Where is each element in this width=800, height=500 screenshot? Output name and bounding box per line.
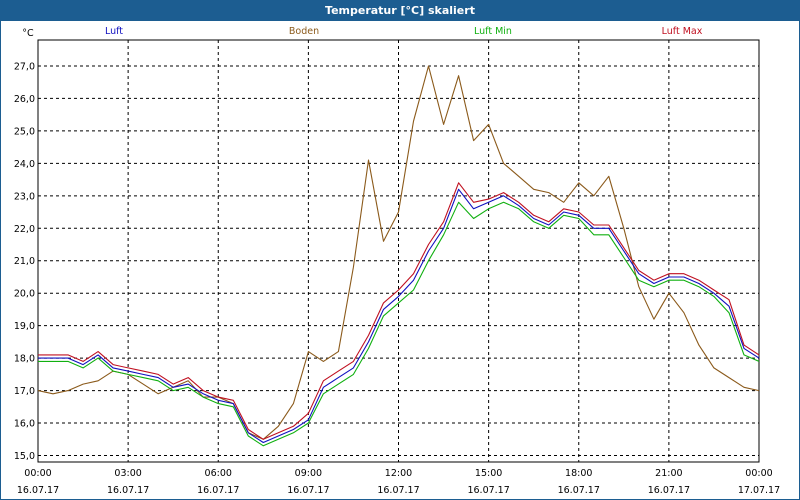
- x-tick-time-label: 21:00: [655, 468, 682, 479]
- x-tick-date-label: 16.07.17: [107, 485, 149, 496]
- y-tick-label: 16,0: [14, 419, 35, 430]
- x-tick-date-label: 16.07.17: [197, 485, 239, 496]
- x-tick-time-label: 18:00: [565, 468, 592, 479]
- x-tick-date-label: 16.07.17: [377, 485, 419, 496]
- series-line-luft-max: [38, 182, 760, 440]
- series-line-luft: [38, 188, 760, 444]
- x-tick-time-label: 00:00: [24, 468, 51, 479]
- y-tick-label: 18,0: [14, 354, 35, 365]
- x-tick-time-label: 03:00: [114, 468, 141, 479]
- y-axis-unit-label: °C: [22, 28, 34, 39]
- x-tick-date-label: 16.07.17: [648, 485, 690, 496]
- y-tick-label: 27,0: [14, 61, 35, 72]
- x-tick-date-label: 16.07.17: [287, 485, 329, 496]
- y-tick-label: 24,0: [14, 159, 35, 170]
- x-tick-time-label: 00:00: [745, 468, 772, 479]
- y-tick-label: 22,0: [14, 224, 35, 235]
- y-tick-label: 23,0: [14, 191, 35, 202]
- series-line-luft-min: [38, 201, 760, 447]
- x-tick-date-label: 17.07.17: [738, 485, 780, 496]
- legend-entry-luft-max: Luft Max: [662, 26, 703, 37]
- y-tick-label: 15,0: [14, 451, 35, 462]
- y-tick-label: 25,0: [14, 126, 35, 137]
- x-tick-time-label: 15:00: [475, 468, 502, 479]
- y-tick-label: 21,0: [14, 256, 35, 267]
- legend-entry-boden: Boden: [289, 26, 319, 37]
- y-tick-label: 19,0: [14, 321, 35, 332]
- x-tick-date-label: 16.07.17: [467, 485, 509, 496]
- x-tick-date-label: 16.07.17: [17, 485, 59, 496]
- legend-entry-luft: Luft: [105, 26, 123, 37]
- y-tick-label: 26,0: [14, 94, 35, 105]
- x-tick-time-label: 09:00: [295, 468, 322, 479]
- x-tick-time-label: 06:00: [205, 468, 232, 479]
- x-tick-date-label: 16.07.17: [558, 485, 600, 496]
- legend-entry-luft-min: Luft Min: [474, 26, 512, 37]
- window-title: Temperatur [°C] skaliert: [1, 1, 799, 21]
- y-tick-label: 20,0: [14, 289, 35, 300]
- y-tick-label: 17,0: [14, 386, 35, 397]
- temperature-chart: 15,0 16,0 17,0 18,0 19,0 20,0 21,0 22,0 23,0 24,0…: [14, 26, 780, 496]
- x-tick-time-label: 12:00: [385, 468, 412, 479]
- series-line-boden: [37, 65, 760, 440]
